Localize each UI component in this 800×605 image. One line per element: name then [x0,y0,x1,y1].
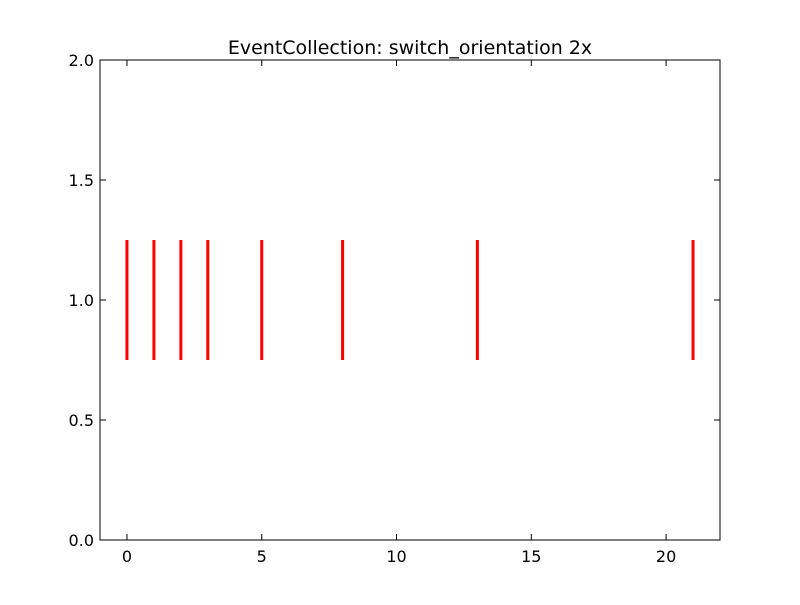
x-tick-label: 10 [386,547,406,566]
x-tick-label: 15 [521,547,541,566]
y-tick-label: 2.0 [69,51,94,70]
chart-title: EventCollection: switch_orientation 2x [228,37,592,59]
axis-ticks: 0 5 10 15 20 0.0 0.5 1.0 1.5 2.0 [69,51,720,566]
y-tick-label: 0.5 [69,411,94,430]
x-tick-label: 20 [656,547,676,566]
y-tick-label: 0.0 [69,531,94,550]
y-tick-label: 1.0 [69,291,94,310]
axes-frame [99,59,721,541]
event-lines [125,240,695,360]
x-tick-label: 0 [122,547,132,566]
x-tick-label: 5 [257,547,267,566]
y-tick-label: 1.5 [69,171,94,190]
